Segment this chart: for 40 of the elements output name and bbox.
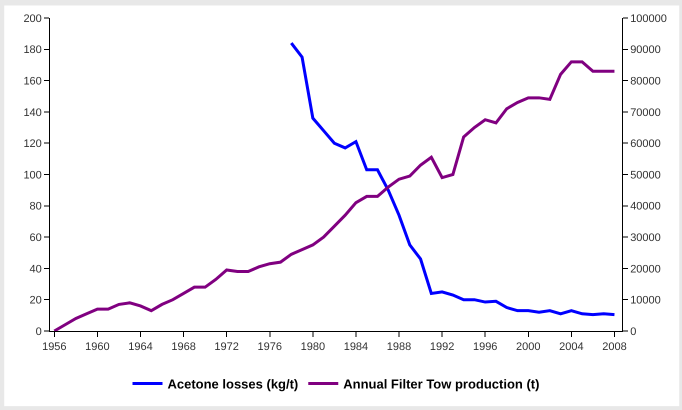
x-tick-label: 2004 [559,341,584,354]
y2-tick-label: 60000 [630,138,661,150]
y2-tick-label: 90000 [630,44,661,56]
line-series [52,60,616,331]
y-tick-label: 180 [23,44,42,56]
y-tick-label: 40 [30,263,42,276]
x-tick-label: 1988 [386,341,412,354]
x-tick-label: 1984 [344,341,368,354]
x-tick-label: 1996 [472,341,498,354]
y2-tick-label: 100000 [630,12,667,25]
y-tick-label: 120 [23,138,42,150]
y2-tick-label: 10000 [630,294,661,307]
y2-tick-label: 20000 [630,263,661,276]
y2-tick-label: 70000 [630,106,661,119]
y-tick-label: 60 [30,232,42,244]
x-tick-label: 1968 [171,341,196,354]
x-tick-label: 2008 [602,341,627,354]
x-tick-label: 1992 [430,341,454,354]
legend-label: Acetone losses (kg/t) [168,376,298,392]
x-tick-label: 1964 [128,341,153,354]
y-tick-label: 100 [23,169,42,182]
y-tick-label: 0 [36,326,42,338]
x-tick-label: 2000 [516,341,541,354]
x-tick-label: 1976 [258,341,282,354]
x-tick-label: 1956 [42,341,67,354]
y2-tick-label: 50000 [630,169,661,182]
y2-tick-label: 80000 [630,75,661,88]
x-tick-label: 1980 [300,341,326,354]
legend-label: Annual Filter Tow production (t) [343,376,540,392]
y2-tick-label: 30000 [630,232,661,244]
line-series [290,42,616,316]
y-tick-label: 80 [30,200,42,213]
y2-tick-label: 40000 [630,200,661,213]
y-tick-label: 160 [23,75,42,88]
x-tick-label: 1960 [85,341,110,354]
y-tick-label: 200 [23,12,42,25]
y2-tick-label: 0 [630,326,636,338]
y-tick-label: 20 [30,294,42,307]
x-tick-label: 1972 [214,341,239,354]
y-tick-label: 140 [23,106,42,119]
